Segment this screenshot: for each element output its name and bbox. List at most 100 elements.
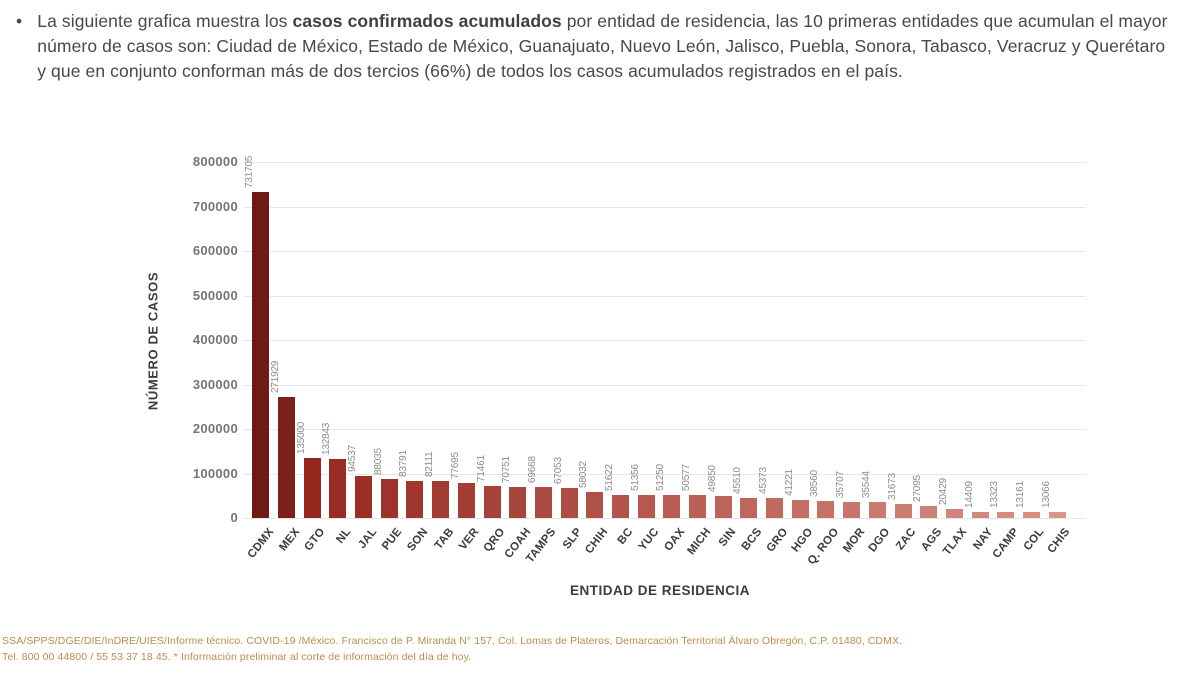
- y-tick-label: 300000: [192, 376, 238, 392]
- bar-value-label: 31673: [886, 473, 898, 500]
- bar-mex: [278, 396, 296, 518]
- bar-coah: [509, 486, 527, 518]
- bar-value-label: 13066: [1040, 481, 1052, 509]
- intro-text-pre: La siguiente grafica muestra los: [37, 11, 293, 31]
- y-gridline: [244, 340, 1086, 341]
- bar-value-label: 83791: [398, 449, 410, 477]
- x-tick-label: MOR: [840, 526, 868, 556]
- bar-bc: [611, 495, 629, 518]
- bar-oax: [663, 495, 681, 518]
- x-tick-label: CDMX: [245, 526, 277, 561]
- bar-qroo: [817, 500, 835, 518]
- y-gridline: [244, 518, 1086, 519]
- intro-paragraph: • La siguiente grafica muestra los casos…: [14, 9, 1170, 84]
- bar-value-label: 70751: [501, 455, 513, 483]
- x-tick-label: GRO: [764, 526, 791, 555]
- x-tick-label: MEX: [276, 526, 302, 554]
- bar-value-label: 88035: [372, 448, 384, 475]
- bar-tab: [432, 481, 450, 518]
- bar-son: [406, 480, 424, 518]
- bar-value-label: 67053: [552, 457, 564, 485]
- y-tick-label: 800000: [192, 154, 238, 169]
- bar-value-label: 45510: [732, 466, 744, 494]
- y-gridline: [244, 384, 1086, 386]
- bullet-icon: •: [16, 11, 23, 31]
- bar-value-label: 58032: [578, 461, 590, 489]
- x-axis-title: ENTIDAD DE RESIDENCIA: [569, 583, 751, 598]
- intro-text: La siguiente grafica muestra los casos c…: [37, 9, 1170, 84]
- y-gridline: [244, 295, 1086, 297]
- y-tick-label: 400000: [192, 332, 238, 347]
- y-gridline: [244, 251, 1086, 252]
- bar-mich: [689, 495, 707, 518]
- x-tick-label: VER: [457, 526, 482, 553]
- y-gridline: [244, 206, 1086, 208]
- bar-nay: [971, 511, 989, 518]
- x-tick-label: BC: [615, 526, 636, 547]
- y-tick-label: 600000: [192, 243, 238, 258]
- intro-text-bold: casos confirmados acumulados: [292, 11, 562, 31]
- bar-value-label: 49850: [706, 465, 718, 492]
- y-tick-label: 500000: [192, 287, 238, 303]
- bar-value-label: 27095: [912, 475, 924, 502]
- y-tick-label: 200000: [192, 421, 238, 436]
- source-footer: SSA/SPPS/DGE/DIE/InDRE/UIES/Informe técn…: [2, 633, 1198, 665]
- bar-value-label: 77695: [449, 452, 461, 480]
- bar-ags: [920, 505, 938, 518]
- source-footer-line1: SSA/SPPS/DGE/DIE/InDRE/UIES/Informe técn…: [2, 635, 903, 647]
- bar-value-label: 51250: [655, 464, 667, 492]
- x-tick-label: YUC: [636, 526, 662, 554]
- x-tick-label: SON: [405, 526, 431, 554]
- bar-value-label: 132843: [321, 422, 333, 455]
- bar-value-label: 13161: [1014, 481, 1026, 509]
- bar-pue: [380, 478, 398, 518]
- bar-zac: [894, 503, 912, 518]
- bar-value-label: 71461: [475, 455, 487, 483]
- bar-value-label: 69668: [526, 456, 538, 483]
- bar-value-label: 35544: [860, 471, 872, 499]
- bar-tamps: [534, 486, 552, 518]
- bar-value-label: 35707: [835, 471, 847, 499]
- bar-bcs: [740, 497, 758, 518]
- y-tick-label: 700000: [192, 198, 238, 214]
- bar-value-label: 38560: [809, 470, 821, 497]
- x-tick-label: CHIS: [1045, 526, 1073, 556]
- x-tick-label: DGO: [866, 526, 893, 555]
- x-tick-label: TAB: [432, 526, 457, 552]
- bar-value-label: 20429: [937, 478, 949, 505]
- bar-ver: [457, 483, 475, 518]
- bar-chih: [586, 492, 604, 518]
- bar-value-label: 50577: [681, 464, 693, 492]
- bar-sin: [714, 495, 732, 518]
- bar-value-label: 45373: [758, 466, 770, 494]
- bar-slp: [560, 488, 578, 518]
- y-gridline: [244, 162, 1086, 163]
- x-tick-label: PUE: [380, 526, 405, 553]
- bar-value-label: 51622: [603, 464, 615, 492]
- bar-value-label: 41221: [783, 468, 795, 496]
- x-tick-label: NL: [334, 526, 354, 546]
- y-gridline: [244, 473, 1086, 475]
- bar-value-label: 135000: [295, 421, 307, 454]
- bar-jal: [355, 475, 373, 518]
- bar-cdmx: [252, 192, 270, 518]
- bar-tlax: [945, 508, 963, 518]
- bar-gto: [303, 457, 321, 518]
- bar-col: [1022, 512, 1040, 518]
- bar-value-label: 731705: [244, 156, 256, 189]
- bar-value-label: 82111: [424, 452, 436, 478]
- bar-mor: [843, 502, 861, 518]
- x-tick-label: GTO: [302, 526, 328, 554]
- source-footer-line2: Tel. 800 00 44800 / 55 53 37 18 45. * In…: [2, 651, 472, 663]
- x-tick-label: BCS: [739, 526, 765, 554]
- x-tick-label: ZAC: [894, 526, 919, 553]
- y-tick-label: 0: [230, 510, 238, 525]
- bar-value-label: 94537: [347, 445, 359, 472]
- y-gridline: [244, 429, 1086, 430]
- bar-value-label: 14409: [963, 480, 975, 508]
- x-tick-label: NAY: [971, 526, 996, 553]
- x-tick-label: JAL: [355, 526, 380, 551]
- bar-hgo: [791, 499, 809, 518]
